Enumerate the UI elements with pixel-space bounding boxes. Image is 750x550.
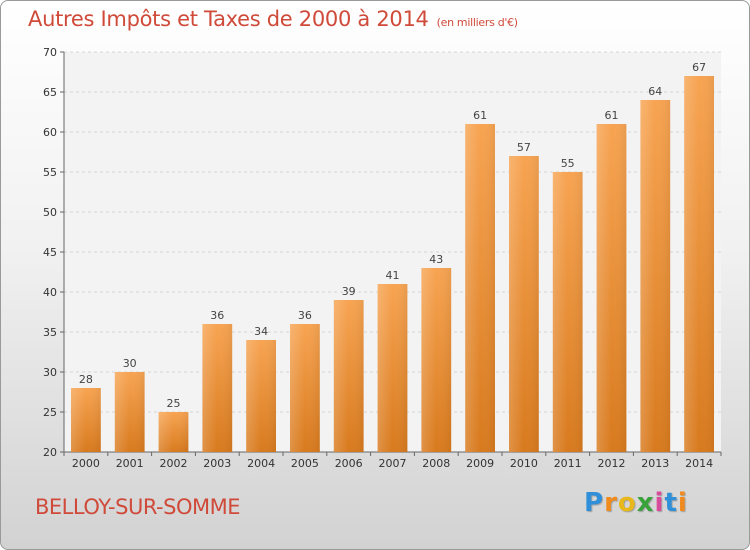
bar-shade <box>509 156 539 452</box>
x-tick-label: 2010 <box>510 457 538 470</box>
logo-letter: x <box>636 488 655 518</box>
y-tick-label: 50 <box>43 206 57 219</box>
y-tick-label: 55 <box>43 166 57 179</box>
x-tick-label: 2009 <box>466 457 494 470</box>
data-label: 36 <box>210 309 224 322</box>
x-tick-label: 2004 <box>247 457 275 470</box>
x-tick-label: 2011 <box>554 457 582 470</box>
y-tick-label: 25 <box>43 406 57 419</box>
data-label: 61 <box>473 109 487 122</box>
x-tick-label: 2006 <box>335 457 363 470</box>
x-tick-label: 2012 <box>598 457 626 470</box>
labels: 20 25 30 35 40 45 50 55 60 65 70 28 2000 30 2001 25 2002… <box>43 46 713 470</box>
bar-shade <box>290 324 320 452</box>
bars <box>71 76 714 452</box>
data-label: 64 <box>648 85 662 98</box>
logo-letter: o <box>617 488 637 518</box>
y-tick-label: 65 <box>43 86 57 99</box>
x-tick-label: 2008 <box>422 457 450 470</box>
y-tick-label: 35 <box>43 326 57 339</box>
logo-letter: r <box>604 488 618 518</box>
bar-shade <box>377 284 408 452</box>
logo-letter: P <box>584 488 605 518</box>
y-tick-label: 60 <box>43 126 57 139</box>
logo-letter: i <box>677 488 688 518</box>
data-label: 55 <box>561 157 575 170</box>
bar-shade <box>684 76 714 452</box>
title-text: Autres Impôts et Taxes de 2000 à 2014 <box>28 7 429 31</box>
location-name: BELLOY-SUR-SOMME <box>35 495 241 519</box>
data-label: 36 <box>298 309 312 322</box>
bar-shade <box>465 124 495 452</box>
y-tick-label: 45 <box>43 246 57 259</box>
data-label: 39 <box>342 285 356 298</box>
logo-letter: i <box>654 488 665 518</box>
data-label: 57 <box>517 141 531 154</box>
data-label: 41 <box>386 269 400 282</box>
x-tick-label: 2014 <box>685 457 713 470</box>
data-label: 34 <box>254 325 268 338</box>
bar-shade <box>246 340 276 452</box>
bar-shade <box>596 124 627 452</box>
bar-shade <box>114 372 145 452</box>
bar-shade <box>71 388 101 452</box>
data-label: 30 <box>123 357 137 370</box>
data-label: 28 <box>79 373 93 386</box>
data-label: 43 <box>429 253 443 266</box>
bar-shade <box>421 268 452 452</box>
bar-shade <box>640 100 671 452</box>
bar-shade <box>202 324 233 452</box>
x-tick-label: 2002 <box>160 457 188 470</box>
bar-shade <box>158 412 189 452</box>
chart-title: Autres Impôts et Taxes de 2000 à 2014 (en… <box>28 7 518 31</box>
x-tick-label: 2003 <box>203 457 231 470</box>
x-tick-label: 2001 <box>116 457 144 470</box>
x-tick-label: 2000 <box>72 457 100 470</box>
data-label: 25 <box>167 397 181 410</box>
x-tick-label: 2007 <box>379 457 407 470</box>
title-unit: (en milliers d'€) <box>436 16 518 29</box>
y-tick-label: 40 <box>43 286 57 299</box>
x-tick-label: 2005 <box>291 457 319 470</box>
bar-shade <box>552 172 583 452</box>
y-tick-label: 20 <box>43 446 57 459</box>
y-tick-label: 70 <box>43 46 57 59</box>
bar-shade <box>333 300 364 452</box>
data-label: 61 <box>605 109 619 122</box>
proxiti-logo: Proxiti <box>584 488 688 518</box>
data-label: 67 <box>692 61 706 74</box>
logo-letter: t <box>664 488 678 518</box>
y-tick-label: 30 <box>43 366 57 379</box>
x-tick-label: 2013 <box>641 457 669 470</box>
